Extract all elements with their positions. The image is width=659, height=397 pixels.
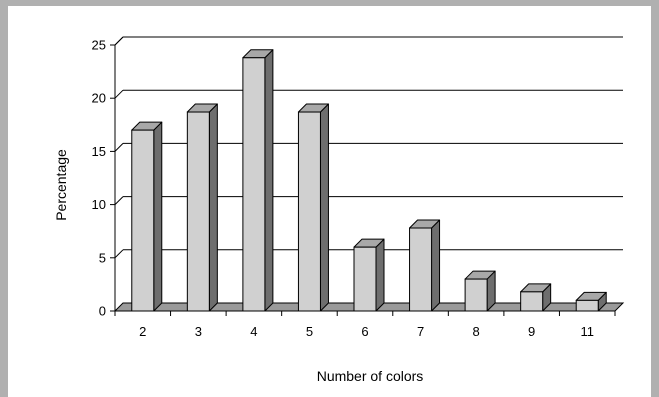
bar-side bbox=[431, 219, 441, 312]
bar-front bbox=[520, 291, 544, 312]
y-tick-label: 25 bbox=[92, 38, 106, 53]
bar-side bbox=[264, 49, 274, 312]
x-tick-label: 2 bbox=[139, 324, 146, 339]
x-tick-label: 4 bbox=[250, 324, 257, 339]
bars bbox=[131, 49, 607, 312]
bar bbox=[575, 291, 607, 312]
gridline-depth bbox=[114, 89, 124, 99]
x-tick-label: 7 bbox=[417, 324, 424, 339]
bar bbox=[353, 238, 385, 312]
y-tick-label: 20 bbox=[92, 91, 106, 106]
gridline-depth bbox=[114, 196, 124, 205]
y-tick-label: 5 bbox=[99, 250, 106, 265]
bar-front bbox=[464, 278, 488, 312]
bar-front bbox=[575, 299, 599, 312]
bar bbox=[409, 219, 441, 312]
bar bbox=[186, 103, 218, 312]
bar-front bbox=[131, 129, 155, 312]
y-tick-label: 0 bbox=[99, 304, 106, 319]
bar-side bbox=[319, 103, 329, 312]
x-tick-label: 6 bbox=[361, 324, 368, 339]
x-tick-label: 3 bbox=[195, 324, 202, 339]
x-tick-label: 9 bbox=[528, 324, 535, 339]
x-axis-title: Number of colors bbox=[317, 368, 424, 384]
bar bbox=[464, 270, 496, 312]
bar-front bbox=[353, 246, 377, 312]
bar-front bbox=[409, 227, 433, 312]
bar bbox=[131, 121, 163, 312]
bar-front bbox=[242, 57, 266, 312]
bar-side bbox=[208, 103, 218, 312]
y-tick-label: 10 bbox=[92, 197, 106, 212]
y-axis-depth bbox=[114, 36, 124, 46]
bar-side bbox=[153, 121, 163, 312]
x-tick-label: 8 bbox=[472, 324, 479, 339]
gridline-depth bbox=[114, 143, 124, 152]
bar-front bbox=[297, 111, 321, 312]
tick-labels: 0 5 10 15 20 25 2 3 4 5 6 7 8 9 11 bbox=[92, 38, 594, 340]
y-axis-title: Percentage bbox=[53, 149, 69, 221]
gridline-depth bbox=[114, 249, 124, 259]
y-tick-label: 15 bbox=[92, 144, 106, 159]
x-tick-label: 11 bbox=[580, 324, 594, 339]
bar bbox=[242, 49, 274, 312]
bar bbox=[520, 283, 552, 312]
bar-front bbox=[186, 111, 210, 312]
x-tick-label: 5 bbox=[306, 324, 313, 339]
bar-side bbox=[375, 238, 385, 312]
bar bbox=[297, 103, 329, 312]
